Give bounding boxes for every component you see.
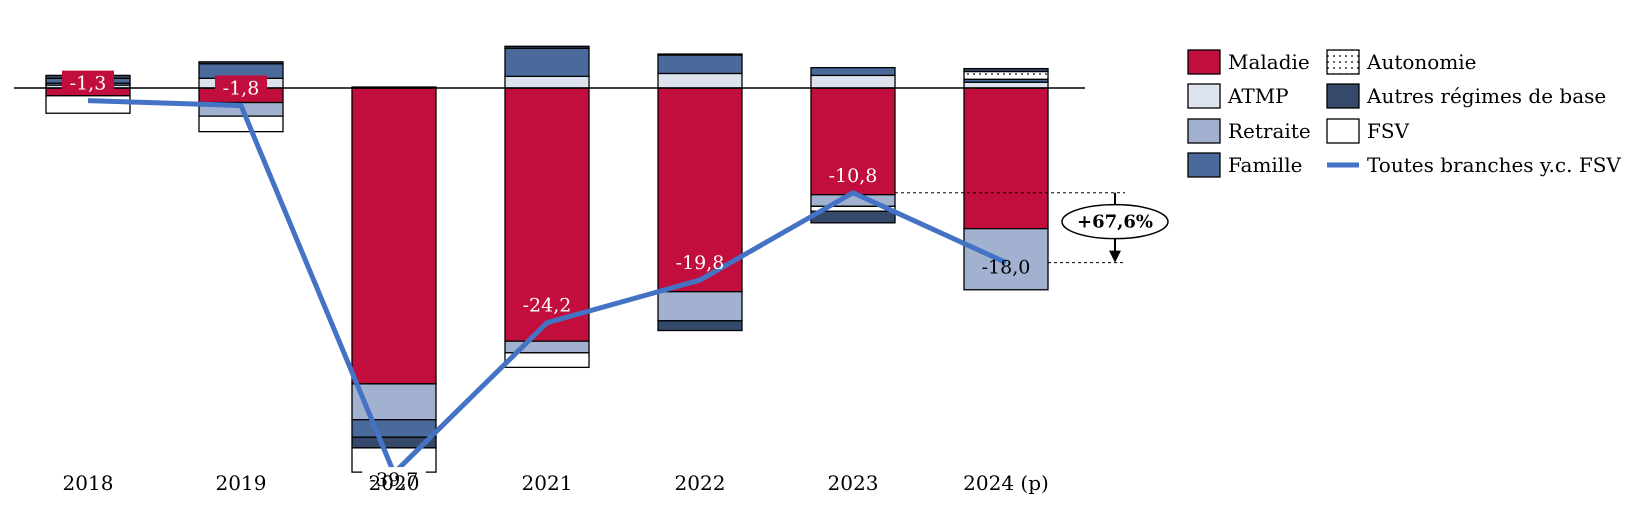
legend-label-fsv: FSV (1367, 119, 1410, 143)
bar-autres-regimes-de-base-2021 (504, 45, 590, 49)
bar-maladie-2023 (810, 87, 896, 196)
value-label-bg-2018 (62, 70, 114, 95)
legend-swatch-famille (1187, 152, 1221, 178)
x-tick-2019: 2019 (216, 471, 267, 495)
legend-swatch-atmp (1187, 83, 1221, 109)
legend-label-atmp: ATMP (1227, 84, 1289, 108)
bar-atmp-2024-p (963, 81, 1049, 89)
value-label-2018: -1,3 (70, 73, 107, 95)
bar-famille-2021 (504, 47, 590, 78)
value-label-2020: -39,7 (370, 469, 419, 491)
value-label-2023: -10,8 (829, 165, 878, 187)
bar-maladie-2021 (504, 87, 590, 342)
x-tick-2024-p: 2024 (p) (963, 471, 1049, 495)
bar-famille-2023 (810, 66, 896, 77)
legend-label-autres-regimes-de-base: Autres régimes de base (1366, 84, 1606, 108)
legend-label-famille: Famille (1228, 153, 1302, 177)
x-tick-2018: 2018 (63, 471, 114, 495)
x-tick-2023: 2023 (828, 471, 879, 495)
legend-label-maladie: Maladie (1228, 50, 1310, 74)
legend-label-toutes-branches-y-c-fsv: Toutes branches y.c. FSV (1367, 153, 1621, 177)
bar-autres-regimes-de-base-2024-p (963, 67, 1049, 73)
bar-maladie-2022 (657, 87, 743, 293)
bar-retraite-2022 (657, 291, 743, 322)
annotation-text: +67,6% (1077, 212, 1153, 233)
bar-atmp-2023 (810, 74, 896, 89)
bar-autonomie-2024-p (963, 70, 1049, 80)
x-tick-2022: 2022 (675, 471, 726, 495)
annotation-arrow-head (1109, 250, 1121, 263)
value-label-bg-2019 (215, 75, 267, 100)
bar-famille-2022 (657, 54, 743, 75)
annotation-ellipse (1061, 203, 1169, 240)
bar-fsv-2018 (45, 95, 131, 114)
bar-atmp-2021 (504, 75, 590, 89)
legend-swatch-retraite (1187, 118, 1221, 144)
value-label-2024-p: -18,0 (982, 257, 1031, 279)
bar-maladie-2020 (351, 87, 437, 385)
legend-swatch-maladie (1187, 49, 1221, 75)
legend-swatch-autonomie (1326, 49, 1360, 75)
bar-autres-regimes-de-base-2019 (198, 61, 284, 65)
bar-autres-regimes-de-base-2023 (810, 210, 896, 224)
bar-retraite-2024-p (963, 227, 1049, 291)
bar-atmp-2022 (657, 72, 743, 89)
bar-famille-2020 (351, 419, 437, 438)
bar-fsv-2022 (657, 53, 743, 56)
x-tick-2020: 2020 (369, 471, 420, 495)
x-tick-2021: 2021 (522, 471, 573, 495)
total-line-layer: -1,3 -1,8 -39,7 -24,2 -19,8 -10,8 -18,0 (62, 70, 1031, 492)
legend-swatch-fsv (1326, 118, 1360, 144)
value-label-2022: -19,8 (676, 252, 725, 274)
category-labels: 2018 2019 2020 2021 2022 2023 2024 (p) (63, 471, 1049, 495)
value-label-2021: -24,2 (523, 295, 572, 317)
value-label-2019: -1,8 (223, 77, 260, 99)
legend: Maladie ATMP Retraite Famille Autonomie Autre… (1187, 49, 1621, 178)
bar-fsv-2019 (198, 115, 284, 133)
legend-swatch-autres-regimes-de-base (1326, 83, 1360, 109)
variation-annotation: +67,6% (895, 192, 1169, 264)
value-label-bg-2020 (362, 467, 426, 492)
legend-label-retraite: Retraite (1228, 119, 1311, 143)
legend-label-autonomie: Autonomie (1366, 50, 1477, 74)
series-line-toutes-branches (87, 98, 1008, 478)
bar-autres-regimes-de-base-2022 (657, 320, 743, 332)
bar-maladie-2024-p (963, 87, 1049, 230)
bar-fsv-2021 (504, 352, 590, 369)
bars-layer (45, 45, 1049, 473)
